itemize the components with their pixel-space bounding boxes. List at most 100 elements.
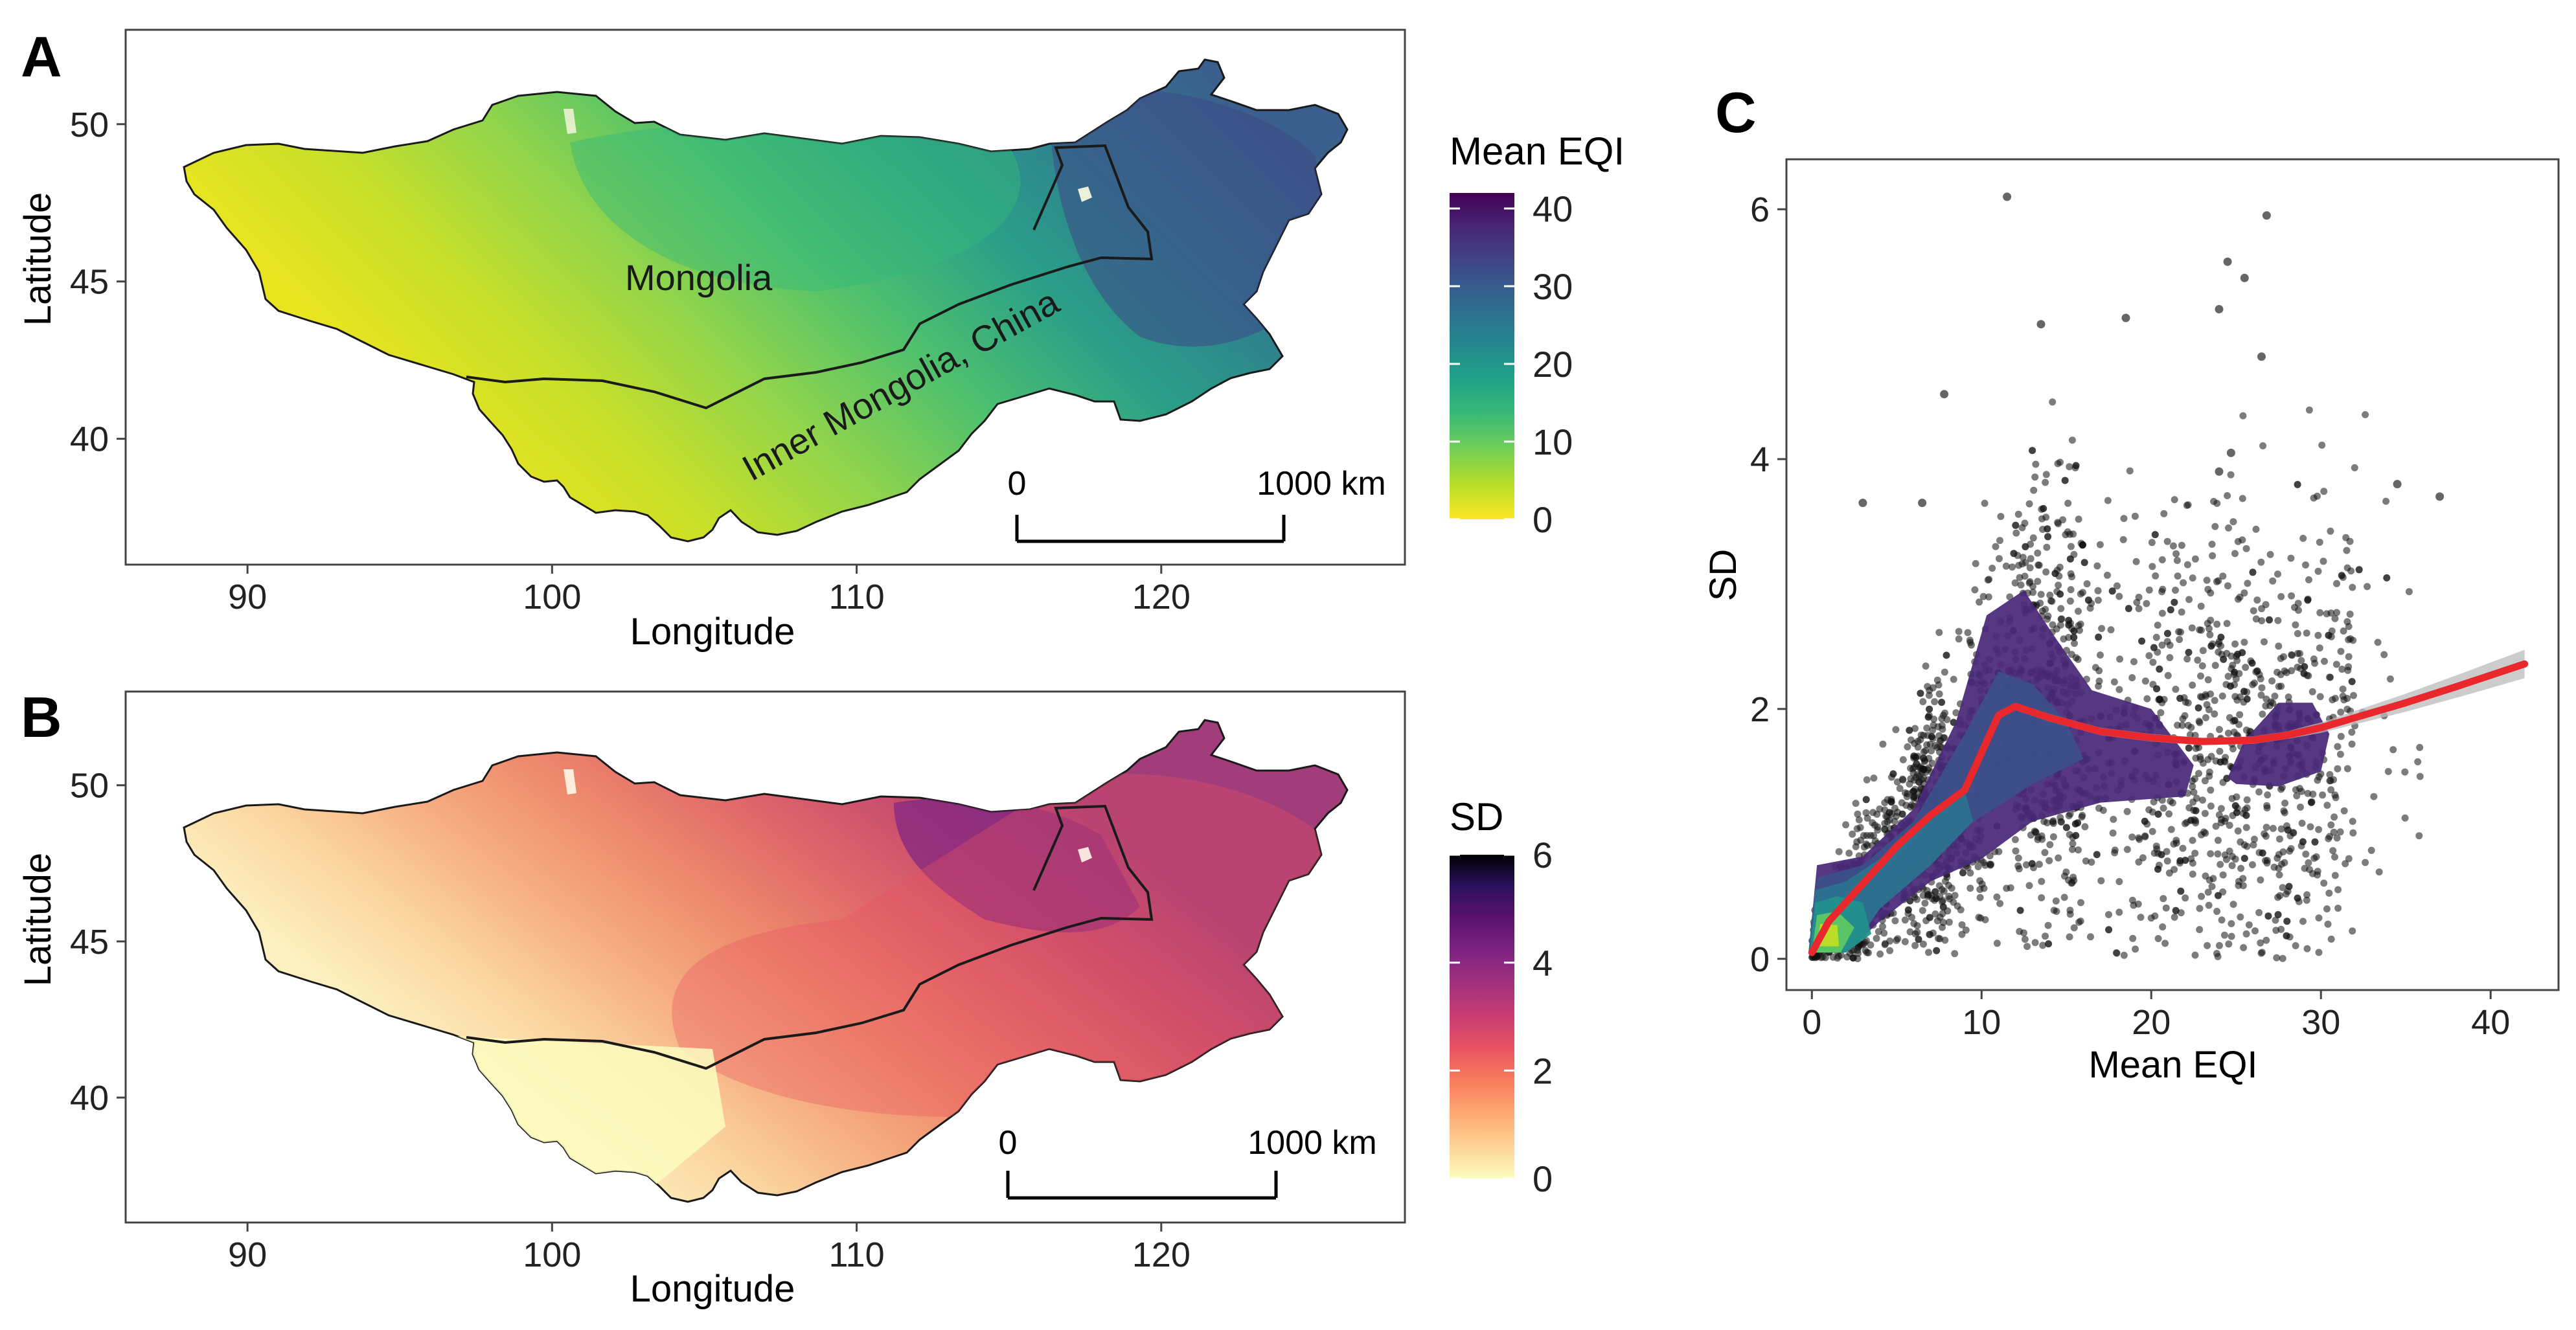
colorbar-b-ticks: 0 2 4 6 xyxy=(1450,835,1553,1199)
scatter-point xyxy=(2331,614,2339,622)
scatter-point xyxy=(2275,871,2283,879)
panel-b-ytick-label-1: 45 xyxy=(70,923,109,962)
scatter-point xyxy=(2191,555,2199,563)
scatter-point xyxy=(2094,596,2102,604)
scatter-point xyxy=(1924,892,1932,900)
scatter-point xyxy=(1981,499,1989,507)
scatter-point xyxy=(2242,545,2250,552)
scatter-point xyxy=(1993,893,2001,901)
scatter-point xyxy=(2320,879,2328,887)
scatter-point xyxy=(2303,896,2310,904)
scatter-point xyxy=(1936,737,1944,745)
scatter-point xyxy=(2088,859,2095,866)
scatter-point xyxy=(1919,907,1926,914)
scatter-point xyxy=(2184,721,2192,729)
scatter-point xyxy=(2189,681,2196,689)
scalebar-a-end-label: 1000 km xyxy=(1257,465,1385,502)
scatter-point xyxy=(2223,649,2231,657)
scatter-point xyxy=(2196,626,2204,634)
scatter-point xyxy=(2075,918,2083,926)
scatter-point xyxy=(2345,653,2353,660)
scatter-point xyxy=(2158,641,2166,649)
scatter-point xyxy=(2215,837,2222,844)
scatter-point xyxy=(2217,861,2224,868)
scatter-point xyxy=(2348,678,2356,686)
scatter-point xyxy=(2176,636,2183,644)
scatter-point xyxy=(2025,882,2033,890)
scatter-point xyxy=(1968,641,1975,649)
scatter-point xyxy=(2327,527,2334,535)
scatter-point xyxy=(2172,686,2180,693)
panel-b-xtick-label-3: 120 xyxy=(1132,1235,1191,1274)
smooth-confidence-band xyxy=(1812,649,2525,956)
scatter-point xyxy=(1955,627,1963,635)
scatter-point xyxy=(2191,951,2199,959)
scatter-point xyxy=(2332,660,2340,668)
smooth-trend-line xyxy=(1808,660,2529,956)
scatter-point xyxy=(2163,638,2171,646)
scatter-point xyxy=(2180,579,2187,587)
scatter-point xyxy=(2242,930,2250,938)
scatter-point xyxy=(1923,724,1931,732)
scatter-point xyxy=(1952,709,1960,717)
panel-a-colorbar: Mean EQI 0 10 20 30 40 xyxy=(1450,130,1624,540)
scatter-point xyxy=(2158,588,2166,596)
scatter-point xyxy=(2292,621,2299,629)
scatter-point xyxy=(2031,473,2039,481)
scatter-point xyxy=(1862,796,1870,804)
scatter-point xyxy=(1989,565,1996,572)
scatter-point xyxy=(2049,398,2057,406)
scatter-point xyxy=(2228,932,2235,940)
scatter-point xyxy=(2041,849,2049,857)
scatter-point xyxy=(2147,914,2155,922)
scatter-point xyxy=(2047,597,2055,605)
scatter-point xyxy=(2310,855,2318,862)
scalebar-a-start-label: 0 xyxy=(1008,465,1027,502)
scatter-point xyxy=(2320,488,2328,495)
scatter-point xyxy=(2321,657,2328,665)
scatter-point xyxy=(2224,673,2232,680)
scatter-point xyxy=(2057,458,2064,466)
panel-a-ylabel: Latitude xyxy=(17,192,59,326)
outlier-point-13 xyxy=(2435,492,2445,501)
scatter-point xyxy=(2380,651,2388,659)
scatter-point xyxy=(2163,857,2171,865)
scatter-point xyxy=(2178,608,2185,616)
scatter-point xyxy=(2057,605,2065,613)
scatter-point xyxy=(1852,800,1860,807)
panel-a-axes: 90 100 110 120 40 45 50 xyxy=(70,106,1191,616)
scatter-point xyxy=(2243,804,2251,812)
scatter-point xyxy=(1996,537,2003,545)
panel-c-ylabel: SD xyxy=(1702,549,1744,602)
scatter-point xyxy=(2068,573,2076,581)
scatter-point xyxy=(2039,941,2047,949)
scatter-point xyxy=(2248,659,2256,667)
panel-b-scalebar: 0 1000 km xyxy=(999,1124,1377,1200)
scatter-point xyxy=(2416,772,2424,780)
scatter-point xyxy=(1919,940,1927,948)
scatter-point xyxy=(2184,699,2192,706)
scatter-point xyxy=(2176,695,2184,702)
scatter-point xyxy=(1874,823,1882,831)
scatter-point xyxy=(2269,824,2277,832)
scatter-point xyxy=(2113,949,2121,957)
scatter-point xyxy=(2061,477,2069,484)
scatter-point xyxy=(2261,638,2268,646)
scatter-point xyxy=(2187,855,2195,862)
scatter-point xyxy=(2249,569,2257,576)
panel-b-ytick-label-0: 40 xyxy=(70,1079,109,1118)
scatter-point xyxy=(2209,875,2217,883)
scatter-point xyxy=(2263,824,2270,831)
scatter-point xyxy=(1892,726,1900,734)
scatter-point xyxy=(2042,479,2049,486)
scatter-point xyxy=(1925,692,1933,699)
scatter-point xyxy=(2288,651,2296,659)
panel-a-plot-frame xyxy=(124,28,1406,566)
scatter-point xyxy=(2294,663,2301,671)
scatter-point xyxy=(1996,899,2004,907)
scatter-point xyxy=(2283,932,2290,940)
scatter-point xyxy=(2236,711,2244,719)
scatter-point xyxy=(2323,905,2331,913)
scatter-point xyxy=(2334,743,2342,750)
scatter-point xyxy=(2292,786,2299,794)
